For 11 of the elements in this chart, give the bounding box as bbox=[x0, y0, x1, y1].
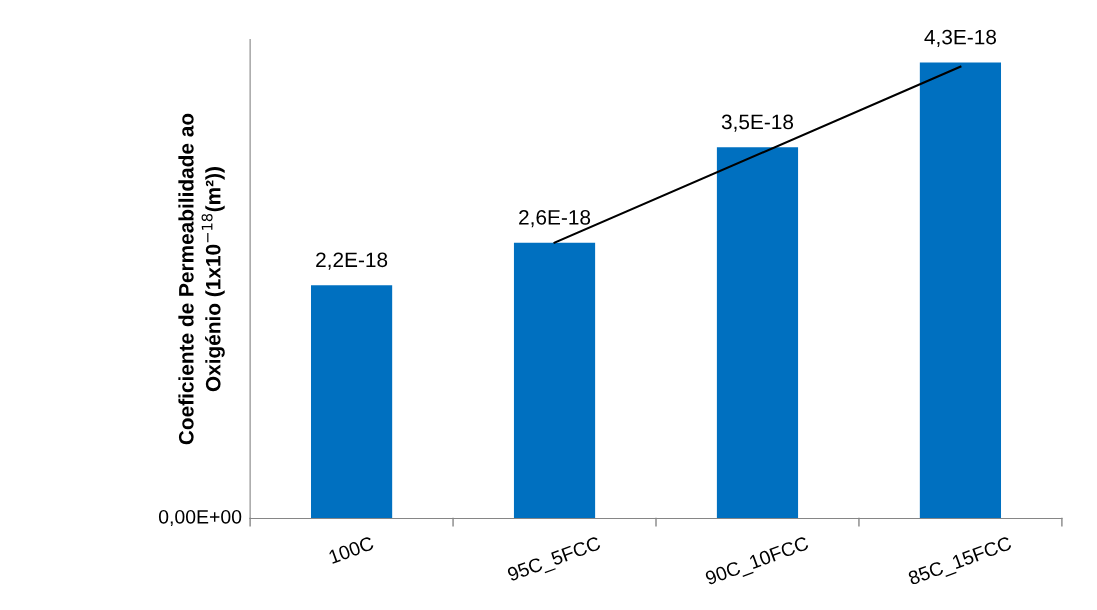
data-label: 4,3E-18 bbox=[924, 29, 996, 47]
bar bbox=[919, 62, 1002, 519]
bar bbox=[513, 242, 596, 519]
x-tick-label: 100C bbox=[328, 535, 375, 564]
bar bbox=[311, 285, 393, 519]
data-label: 2,2E-18 bbox=[316, 252, 388, 270]
bar bbox=[716, 147, 799, 519]
data-label: 3,5E-18 bbox=[721, 114, 794, 132]
y-axis-title: Coeficiente de Permeabilidade ao Oxigénio (1x10$^{−18}$(m²)) bbox=[178, 113, 225, 445]
data-label: 2,6E-18 bbox=[519, 209, 591, 228]
text: 0,00E+00 bbox=[158, 509, 242, 527]
